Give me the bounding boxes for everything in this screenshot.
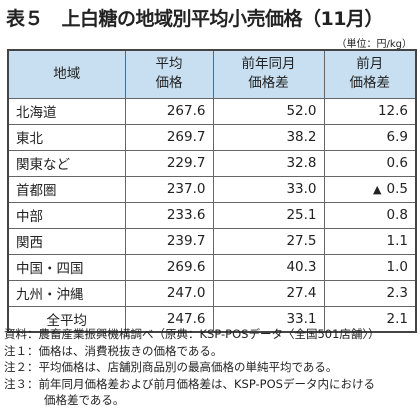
mom-diff-value: 1.0: [386, 259, 408, 275]
mom-diff-cell: ▲ 0.5: [323, 175, 417, 203]
table-row: 関東など 229.7 32.8 0.6: [7, 149, 417, 177]
negative-triangle-icon: ▲: [373, 183, 382, 196]
yoy-diff-cell: 33.0: [212, 175, 325, 203]
mom-diff-value: 6.9: [386, 129, 408, 145]
mom-diff-value: 0.5: [386, 181, 408, 197]
region-cell: 北海道: [7, 97, 126, 125]
region-cell: 首都圏: [7, 175, 126, 203]
header-yoy-line2: 価格差: [248, 75, 289, 92]
region-cell: 関西: [7, 227, 126, 255]
avg-price-cell: 229.7: [124, 149, 214, 177]
mom-diff-value: 2.3: [386, 285, 408, 301]
avg-price-cell: 237.0: [124, 175, 214, 203]
header-yoy-line1: 前年同月: [241, 56, 296, 73]
table-row: 北海道 267.6 52.0 12.6: [7, 97, 417, 125]
table-title: 表５ 上白糖の地域別平均小売価格（11月）: [6, 8, 383, 30]
yoy-diff-cell: 38.2: [212, 123, 325, 151]
mom-diff-cell: 1.0: [323, 253, 417, 281]
mom-diff-cell: 2.3: [323, 279, 417, 307]
footnote-line: 注１：価格は、消費税抜きの価格である。: [4, 343, 223, 358]
price-table: 地域 平均価格 前年同月価格差 前月価格差 北海道 267.6 52.0 12.6 東北…: [7, 49, 417, 333]
mom-diff-cell: 6.9: [323, 123, 417, 151]
footnote-line: 注２：平均価格は、店舗別商品別の最高価格の単純平均である。: [4, 360, 338, 374]
footnote-line: 資料：農畜産業振興機構調べ（原典：KSP-POSデータ〈全国501店舗〉）: [4, 327, 380, 341]
header-avg-price: 平均 価格: [124, 49, 214, 99]
yoy-diff-cell: 52.0: [212, 97, 325, 125]
table-row: 関西 239.7 27.5 1.1: [7, 227, 417, 255]
avg-price-cell: 269.6: [124, 253, 214, 281]
avg-price-cell: 267.6: [124, 97, 214, 125]
header-avg-price-line1: 平均: [155, 56, 183, 73]
header-mom-line2: 価格差: [349, 75, 391, 92]
region-cell: 東北: [7, 123, 126, 151]
avg-price-cell: 233.6: [124, 201, 214, 229]
region-cell: 中部: [7, 201, 126, 229]
yoy-diff-cell: 32.8: [212, 149, 325, 177]
mom-diff-cell: 1.1: [323, 227, 417, 255]
table-row: 中部 233.6 25.1 0.8: [7, 201, 417, 229]
avg-price-cell: 269.7: [124, 123, 214, 151]
region-cell: 全平均: [7, 305, 126, 333]
mom-diff-value: 0.6: [386, 155, 408, 171]
yoy-diff-cell: 40.3: [212, 253, 325, 281]
header-row: 地域 平均価格 前年同月価格差 前月価格差: [7, 49, 417, 99]
header-region-label: 地域: [53, 65, 81, 82]
header-region: 地域: [7, 49, 126, 99]
avg-price-cell: 247.6: [124, 305, 214, 333]
footnote-line: 注３：前年同月価格差および前月価格差は、KSP-POSデータ内における: [4, 376, 375, 391]
region-cell: 九州・沖縄: [7, 279, 126, 307]
header-avg-price-line2: 価格: [155, 75, 183, 92]
mom-diff-value: 1.1: [386, 233, 408, 249]
mom-diff-cell: 0.8: [323, 201, 417, 229]
table-row: 九州・沖縄 247.0 27.4 2.3: [7, 279, 417, 307]
mom-diff-value: 0.8: [386, 207, 408, 223]
header-mom-line1: 前月: [356, 56, 384, 73]
average-row: 全平均 247.6 33.1 2.1: [7, 305, 417, 333]
header-mom-diff: 前月 価格差: [323, 49, 417, 99]
table-row: 中国・四国 269.6 40.3 1.0: [7, 253, 417, 281]
avg-price-cell: 239.7: [124, 227, 214, 255]
footnote-continuation: 価格差である。: [44, 393, 125, 407]
header-yoy-diff: 前年同月 価格差: [212, 49, 325, 99]
mom-diff-value: 12.6: [377, 103, 408, 119]
region-cell: 関東など: [7, 149, 126, 177]
region-cell: 中国・四国: [7, 253, 126, 281]
avg-price-cell: 247.0: [124, 279, 214, 307]
yoy-diff-cell: 27.5: [212, 227, 325, 255]
table-row: 東北 269.7 38.2 6.9: [7, 123, 417, 151]
table-row: 首都圏 237.0 33.0 ▲ 0.5: [7, 175, 417, 203]
mom-diff-cell: 0.6: [323, 149, 417, 177]
mom-diff-cell: 12.6: [323, 97, 417, 125]
footnotes: 資料：農畜産業振興機構調べ（原典：KSP-POSデータ〈全国501店舗〉） 注１：…: [4, 326, 418, 409]
yoy-diff-cell: 25.1: [212, 201, 325, 229]
yoy-diff-cell: 27.4: [212, 279, 325, 307]
unit-label: （単位：円/kg）: [336, 39, 412, 50]
mom-diff-cell: 2.1: [323, 305, 417, 333]
